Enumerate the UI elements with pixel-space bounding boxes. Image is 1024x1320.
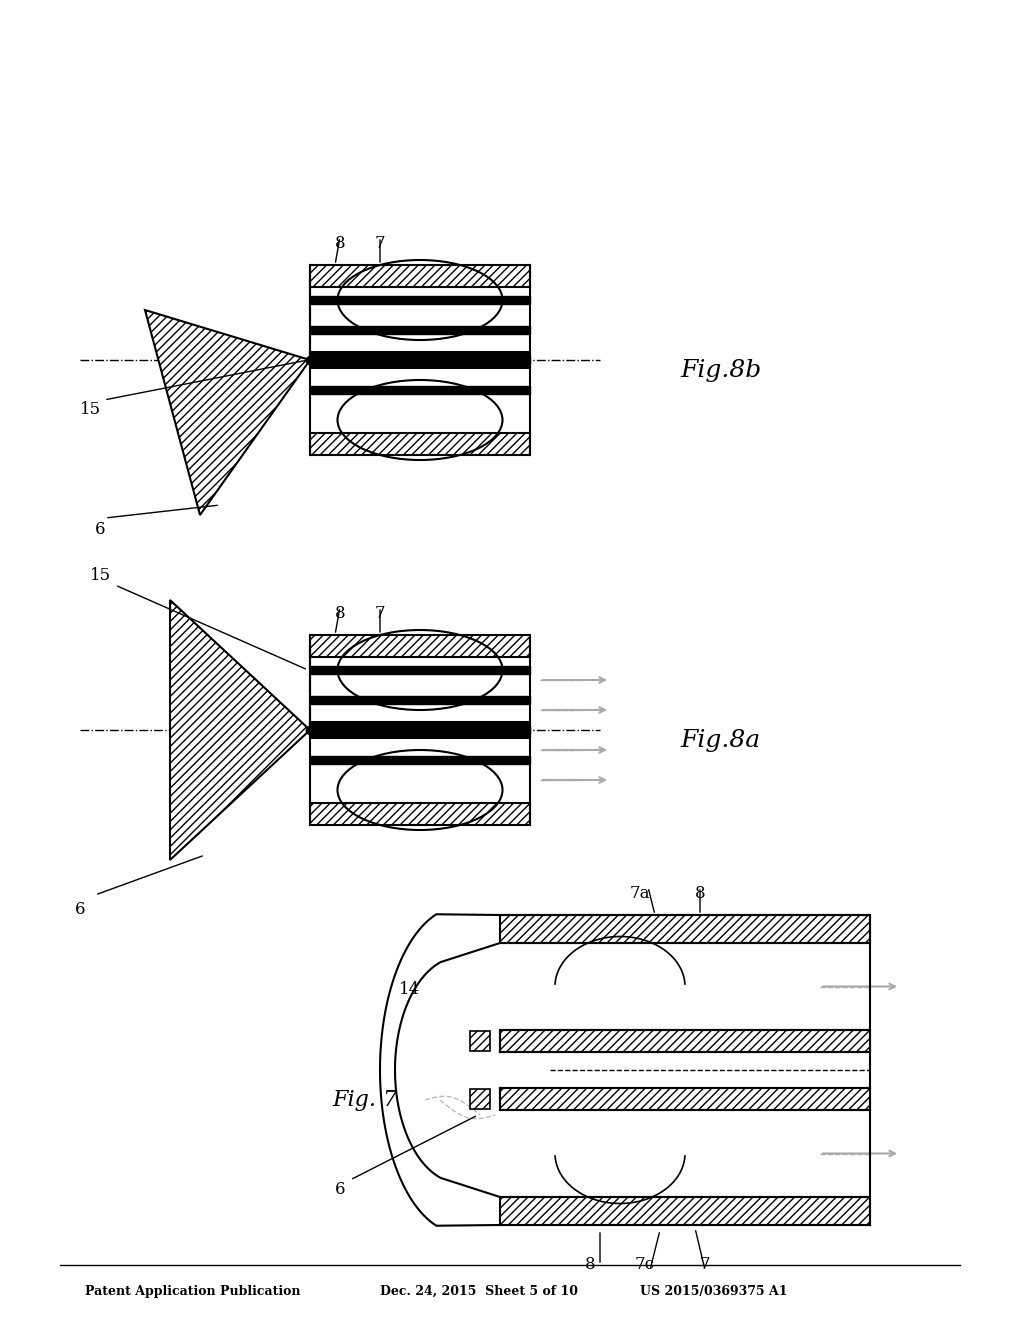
Text: 7: 7 <box>699 1257 711 1272</box>
Bar <box>500 915 870 942</box>
Text: 6: 6 <box>95 521 105 539</box>
Bar <box>310 326 530 334</box>
Text: 8: 8 <box>335 605 345 622</box>
Text: Patent Application Publication: Patent Application Publication <box>85 1284 300 1298</box>
Text: 14: 14 <box>399 982 421 998</box>
Bar <box>310 756 530 764</box>
Bar <box>310 635 530 657</box>
Text: 8: 8 <box>335 235 345 252</box>
Bar <box>470 1031 490 1051</box>
Bar <box>500 1088 870 1110</box>
Text: US 2015/0369375 A1: US 2015/0369375 A1 <box>640 1284 787 1298</box>
Polygon shape <box>170 601 310 861</box>
Text: 7c: 7c <box>635 1257 655 1272</box>
Bar <box>500 1197 870 1225</box>
Text: 8: 8 <box>585 1257 595 1272</box>
Text: Fig.8a: Fig.8a <box>680 729 760 751</box>
Text: 8: 8 <box>694 884 706 902</box>
Bar <box>310 696 530 704</box>
Text: 6: 6 <box>75 902 85 919</box>
Bar <box>500 1030 870 1052</box>
Bar <box>310 352 530 368</box>
Bar <box>310 356 530 364</box>
Bar <box>310 667 530 675</box>
Bar <box>310 296 530 304</box>
Polygon shape <box>145 310 310 515</box>
Text: Dec. 24, 2015  Sheet 5 of 10: Dec. 24, 2015 Sheet 5 of 10 <box>380 1284 578 1298</box>
Bar <box>470 1089 490 1109</box>
Text: 15: 15 <box>80 401 100 418</box>
Bar <box>310 722 530 738</box>
Text: 7a: 7a <box>630 884 650 902</box>
Bar <box>310 433 530 455</box>
Bar <box>310 803 530 825</box>
Text: 15: 15 <box>89 566 111 583</box>
Text: 6: 6 <box>335 1181 345 1199</box>
Text: Fig.8b: Fig.8b <box>680 359 761 381</box>
Text: Fig. 7: Fig. 7 <box>333 1089 397 1111</box>
Text: 7: 7 <box>375 605 385 622</box>
Bar <box>310 385 530 393</box>
Bar <box>310 726 530 734</box>
Bar <box>310 265 530 286</box>
Text: 7: 7 <box>375 235 385 252</box>
